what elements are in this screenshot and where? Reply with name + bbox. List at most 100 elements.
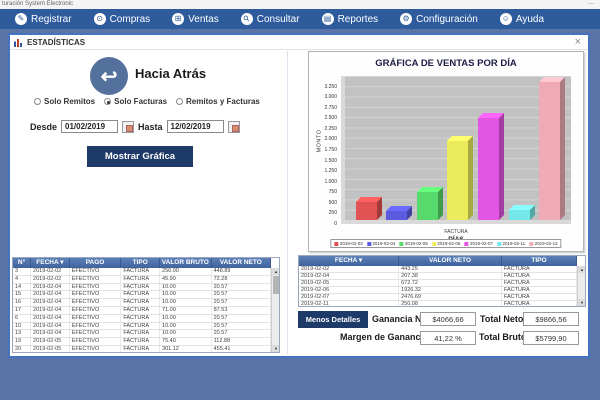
table-cell: EFECTIVO (70, 314, 122, 322)
radio-label: Solo Remitos (44, 97, 96, 106)
table-cell: 2019-02-04 (299, 273, 400, 279)
column-header[interactable]: FECHA ▾ (31, 258, 70, 268)
menu-item-label: Ventas (188, 13, 219, 25)
user-icon: ☺ (499, 13, 512, 25)
scroll-down-icon[interactable]: ▼ (272, 345, 279, 352)
date-to-input[interactable]: 12/02/2019 (166, 120, 224, 133)
legend-item: 2019-02-07 (464, 241, 493, 246)
table-row[interactable]: 13 2019-02-04 EFECTIVO FACTURA 10.00 20.57 (13, 330, 271, 339)
show-chart-button[interactable]: Mostrar Gráfica (87, 146, 193, 167)
table-cell: 10.00 (160, 322, 212, 330)
table-cell: 2476.69 (399, 294, 502, 300)
table-cell: 75.40 (160, 338, 212, 345)
table-cell: 2019-02-04 (31, 291, 70, 299)
legend-swatch (366, 241, 371, 246)
table-cell: FACTURA (121, 330, 161, 338)
less-details-button[interactable]: Menos Detalles (298, 311, 368, 328)
table-row[interactable]: 4 2019-02-02 EFECTIVO FACTURA 45.90 72.28 (13, 275, 271, 284)
table-row[interactable]: 2019-02-11 250.08 FACTURA (299, 301, 577, 306)
radio-solo-facturas[interactable]: Solo Facturas (104, 97, 167, 106)
date-from-input[interactable]: 01/02/2019 (61, 120, 119, 133)
legend-label: 2019-02-12 (534, 241, 558, 246)
total-gross-label: Total Bruto (479, 332, 527, 342)
table-cell: 2019-02-02 (299, 266, 400, 272)
table-cell: FACTURA (121, 283, 161, 291)
table-header-row: N° FECHA ▾ PAGO TIPO VALOR BRUTO VALOR NETO (13, 258, 271, 268)
menu-item-ayuda[interactable]: ☺ Ayuda (489, 9, 555, 29)
date-to-dropdown-icon[interactable] (227, 120, 240, 133)
table-cell: EFECTIVO (70, 275, 122, 283)
total-net-value: $9866,56 (523, 312, 579, 326)
table-row[interactable]: 2019-02-06 1926.32 FACTURA (299, 287, 577, 294)
y-tick-label: 2.250 (324, 125, 337, 132)
scroll-up-icon[interactable]: ▲ (272, 268, 279, 275)
close-icon[interactable]: × (574, 36, 581, 48)
menu-item-label: Configuración (416, 13, 478, 25)
legend-item: 2019-02-02 (334, 241, 363, 246)
margin-value: 41,22 % (420, 331, 476, 345)
table-cell: 17 (13, 306, 32, 314)
table-row[interactable]: 2019-02-05 672.72 FACTURA (299, 280, 577, 287)
back-button[interactable]: ↩ (90, 57, 128, 95)
radio-remitos-y-facturas[interactable]: Remitos y Facturas (176, 97, 260, 106)
menu-item-label: Consultar (256, 13, 300, 25)
table-row[interactable]: 17 2019-02-04 EFECTIVO FACTURA 71.00 87.53 (13, 306, 271, 315)
table-cell: 455.41 (212, 345, 271, 352)
table-row[interactable]: 10 2019-02-04 EFECTIVO FACTURA 10.00 20.57 (13, 322, 271, 331)
column-header[interactable]: N° (13, 258, 32, 268)
scrollbar-thumb[interactable] (273, 276, 279, 294)
legend-label: 2019-02-02 (339, 241, 363, 246)
search-icon: ⚲ (238, 10, 256, 28)
minimize-icon[interactable]: — (588, 1, 594, 7)
date-from-dropdown-icon[interactable] (122, 120, 135, 133)
column-header[interactable]: TIPO (502, 256, 577, 266)
column-header[interactable]: VALOR NETO (212, 258, 271, 268)
table-cell: FACTURA (121, 299, 161, 306)
menu-item-ventas[interactable]: ⊞ Ventas (161, 9, 230, 29)
radio-icon (34, 98, 41, 105)
table-row[interactable]: 2019-02-04 207.38 FACTURA (299, 273, 577, 280)
table-cell: 16 (13, 299, 32, 306)
table-cell: FACTURA (121, 345, 161, 352)
radio-solo-remitos[interactable]: Solo Remitos (34, 97, 95, 106)
table-row[interactable]: 16 2019-02-04 EFECTIVO FACTURA 10.00 20.57 (13, 299, 271, 307)
daily-table-scrollbar[interactable]: ▲ ▼ (577, 266, 585, 306)
invoices-table-scrollbar[interactable]: ▲ ▼ (271, 268, 279, 352)
table-cell: EFECTIVO (70, 306, 122, 314)
menu-item-reportes[interactable]: ▤ Reportes (311, 9, 390, 29)
scroll-up-icon[interactable]: ▲ (578, 266, 585, 273)
menu-item-compras[interactable]: ⊙ Compras (83, 9, 162, 29)
column-header[interactable]: VALOR NETO (399, 256, 502, 266)
table-row[interactable]: 3 2019-02-02 EFECTIVO FACTURA 256.00 448.89 (13, 268, 271, 276)
legend-swatch (399, 241, 404, 246)
column-header[interactable]: FECHA ▾ (299, 256, 400, 266)
table-row[interactable]: 2019-02-02 443.25 FACTURA (299, 266, 577, 273)
table-row[interactable]: 6 2019-02-04 EFECTIVO FACTURA 10.00 20.57 (13, 314, 271, 323)
legend-swatch (496, 241, 501, 246)
table-cell: FACTURA (502, 287, 577, 293)
column-header[interactable]: TIPO (121, 258, 161, 268)
menu-item-label: Ayuda (515, 13, 545, 25)
column-header[interactable]: VALOR BRUTO (160, 258, 212, 268)
legend-item: 2019-02-06 (431, 241, 460, 246)
menu-item-consultar[interactable]: ⚲ Consultar (230, 9, 311, 29)
table-cell: FACTURA (502, 301, 577, 306)
table-cell: EFECTIVO (70, 299, 122, 306)
table-row[interactable]: 19 2019-02-05 EFECTIVO FACTURA 75.40 112.88 (13, 338, 271, 346)
column-header[interactable]: PAGO (70, 258, 122, 268)
menu-item-configuracion[interactable]: ⚙ Configuración (389, 9, 489, 29)
scroll-down-icon[interactable]: ▼ (578, 299, 585, 306)
table-cell: 87.53 (212, 306, 271, 314)
table-header-row: FECHA ▾ VALOR NETO TIPO (299, 256, 577, 266)
date-to-label: Hasta (138, 121, 163, 132)
radio-icon (104, 98, 112, 105)
table-cell: EFECTIVO (70, 322, 122, 330)
table-row[interactable]: 14 2019-02-04 EFECTIVO FACTURA 10.00 20.57 (13, 283, 271, 292)
table-row[interactable]: 15 2019-02-04 EFECTIVO FACTURA 10.00 20.57 (13, 291, 271, 300)
table-row[interactable]: 20 2019-02-05 EFECTIVO FACTURA 301.12 455.41 (13, 345, 271, 352)
legend-item: 2019-02-05 (399, 241, 428, 246)
menu-item-registrar[interactable]: ✎ Registrar (4, 9, 83, 29)
table-cell: 3 (13, 268, 32, 275)
table-row[interactable]: 2019-02-07 2476.69 FACTURA (299, 294, 577, 301)
table-cell: 72.28 (212, 275, 271, 283)
